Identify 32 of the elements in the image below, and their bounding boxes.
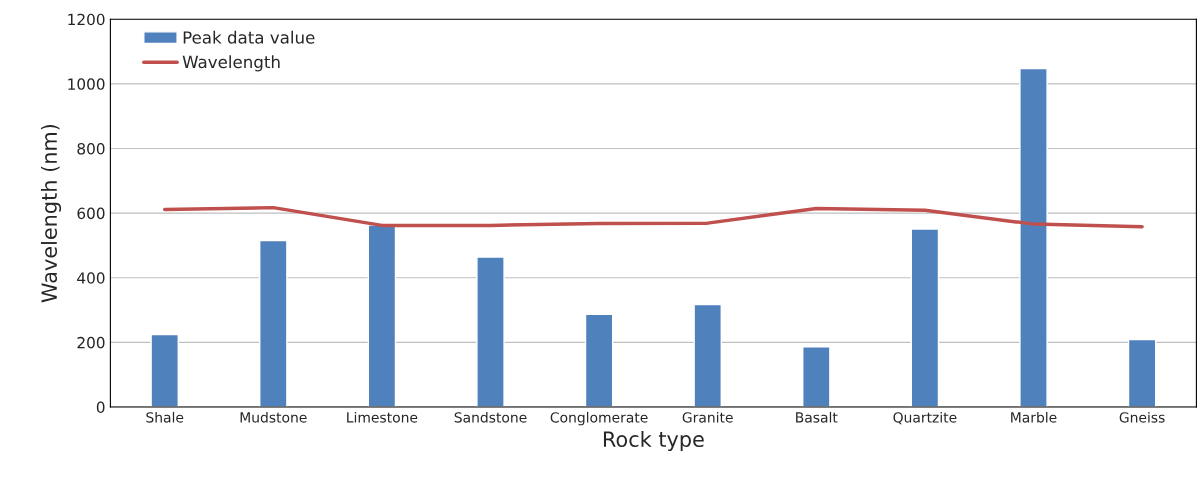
y-tick-label: 400 bbox=[77, 272, 105, 284]
legend-label: Wavelength bbox=[182, 55, 280, 72]
bar bbox=[693, 303, 722, 408]
bar bbox=[259, 239, 288, 408]
y-tick-label: 600 bbox=[77, 207, 105, 220]
x-tick-label: Quartzite bbox=[893, 411, 957, 425]
y-tick-label: 800 bbox=[77, 142, 105, 155]
bar bbox=[150, 333, 179, 408]
bar bbox=[802, 346, 831, 408]
x-tick-label: Marble bbox=[1011, 411, 1057, 423]
x-tick-label: Shale bbox=[146, 411, 184, 423]
legend-label: Peak data value bbox=[183, 30, 315, 44]
bar bbox=[1019, 67, 1048, 408]
y-tick-label: 0 bbox=[96, 401, 105, 414]
line-series bbox=[162, 205, 1144, 229]
y-tick-label: 1200 bbox=[68, 13, 105, 26]
x-tick-label: Basalt bbox=[796, 411, 838, 423]
bar bbox=[910, 228, 940, 408]
bar bbox=[476, 256, 505, 408]
bar bbox=[584, 313, 614, 408]
y-tick-label: 1000 bbox=[68, 78, 105, 90]
x-tick-label: Granite bbox=[682, 411, 733, 423]
bar bbox=[1127, 338, 1157, 408]
x-tick-label: Limestone bbox=[347, 411, 418, 423]
x-tick-label: Mudstone bbox=[240, 411, 307, 423]
x-tick-label: Conglomerate bbox=[550, 411, 648, 426]
y-axis-title: Wavelength (nm) bbox=[40, 124, 62, 303]
x-axis-title: Rock type bbox=[603, 430, 704, 452]
bar bbox=[367, 224, 397, 408]
x-tick-label: Sandstone bbox=[454, 411, 527, 423]
x-tick-label: Gneiss bbox=[1119, 411, 1165, 423]
y-tick-label: 200 bbox=[77, 336, 105, 349]
